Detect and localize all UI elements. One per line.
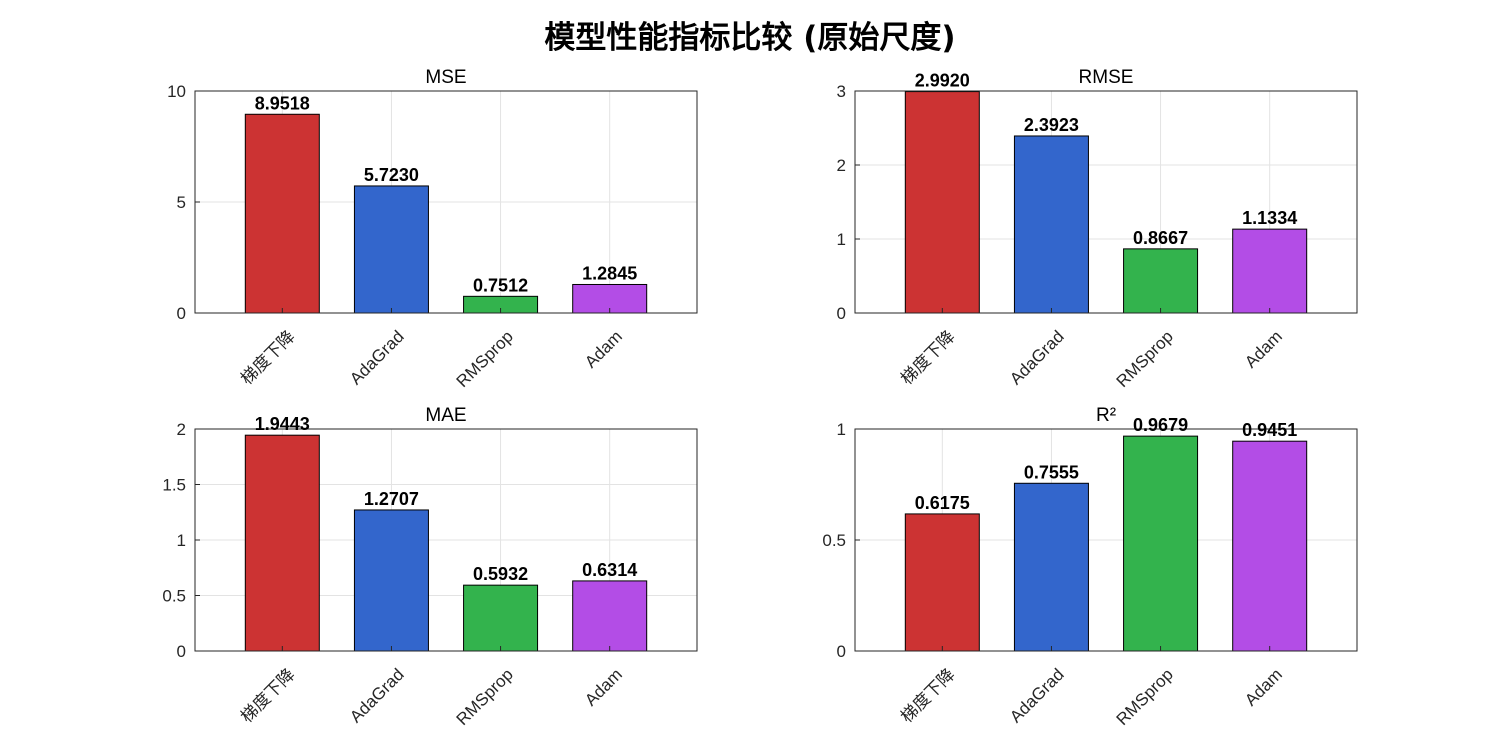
bar-1 (244, 113, 320, 314)
data-label: 0.8667 (1133, 228, 1188, 248)
x-tick-label: RMSprop (1113, 327, 1177, 391)
data-label: 2.9920 (915, 71, 970, 91)
data-label: 1.2707 (364, 489, 419, 509)
x-tick-label: Adam (581, 665, 626, 710)
y-tick-label: 3 (837, 82, 846, 101)
bar-3 (1123, 435, 1199, 652)
y-tick-label: 1 (837, 230, 846, 249)
bar-4 (1232, 228, 1308, 314)
axes-box (854, 90, 1358, 314)
y-tick-label: 10 (167, 82, 186, 101)
y-tick-label: 0 (837, 304, 846, 323)
y-tick-label: 0.5 (822, 531, 846, 550)
data-label: 0.9679 (1133, 415, 1188, 435)
y-tick-label: 1 (837, 420, 846, 439)
x-tick-label: RMSprop (453, 327, 517, 391)
data-label: 0.6314 (582, 560, 637, 580)
data-label: 0.6175 (915, 493, 970, 513)
subplot-title: R² (1096, 405, 1116, 426)
y-tick-label: 0 (177, 642, 186, 661)
bar-4 (1232, 440, 1308, 652)
subplot-3: 0 0.5 1 1.5 2 梯度下降 AdaGrad RMSprop Adam 1.9443 1.2… (162, 405, 698, 729)
bar-1 (904, 513, 980, 652)
x-tick-label: RMSprop (453, 665, 517, 729)
bar-2 (353, 185, 429, 314)
x-tick-label: AdaGrad (1006, 665, 1068, 727)
subplot-title: RMSE (1079, 67, 1134, 88)
subplot-4: 0 0.5 1 梯度下降 AdaGrad RMSprop Adam 0.6175 0.7555 0… (822, 405, 1358, 729)
y-tick-label: 0.5 (162, 587, 186, 606)
data-label: 0.5932 (473, 564, 528, 584)
data-label: 8.9518 (255, 93, 310, 113)
x-tick-label: 梯度下降 (237, 665, 299, 727)
subplot-title: MAE (425, 405, 466, 426)
x-tick-label: Adam (1241, 665, 1286, 710)
data-label: 0.7512 (473, 275, 528, 295)
subplot-2: 0 1 2 3 梯度下降 AdaGrad RMSprop Adam 2.9920 2.3923 0.… (837, 67, 1358, 391)
bar-1 (904, 91, 980, 314)
subplot-1: 0 5 10 梯度下降 AdaGrad RMSprop Adam 8.9518 5.7230 0.… (167, 67, 698, 391)
x-tick-label: AdaGrad (346, 665, 408, 727)
figure-title: 模型性能指标比较 (原始尺度) (544, 20, 956, 56)
y-tick-label: 0 (837, 642, 846, 661)
x-tick-label: 梯度下降 (897, 665, 959, 727)
data-label: 2.3923 (1024, 115, 1079, 135)
x-tick-label: RMSprop (1113, 665, 1177, 729)
data-label: 0.7555 (1024, 462, 1079, 482)
x-tick-label: 梯度下降 (897, 327, 959, 389)
bar-2 (353, 509, 429, 652)
bar-1 (244, 434, 320, 652)
bar-2 (1013, 482, 1089, 652)
x-tick-label: Adam (1241, 327, 1286, 372)
y-tick-label: 2 (177, 420, 186, 439)
x-tick-label: Adam (581, 327, 626, 372)
y-tick-label: 2 (837, 156, 846, 175)
data-label: 1.1334 (1242, 208, 1297, 228)
bar-3 (463, 584, 539, 652)
x-tick-label: 梯度下降 (237, 327, 299, 389)
bar-3 (1123, 248, 1199, 314)
data-label: 1.9443 (255, 414, 310, 434)
y-tick-label: 1.5 (162, 476, 186, 495)
y-tick-label: 5 (177, 193, 186, 212)
bar-2 (1013, 135, 1089, 314)
data-label: 5.7230 (364, 165, 419, 185)
x-tick-label: AdaGrad (346, 327, 408, 389)
subplot-title: MSE (425, 67, 466, 88)
y-tick-label: 1 (177, 531, 186, 550)
data-label: 0.9451 (1242, 420, 1297, 440)
data-label: 1.2845 (582, 263, 637, 283)
bar-4 (572, 580, 648, 652)
x-tick-label: AdaGrad (1006, 327, 1068, 389)
y-tick-label: 0 (177, 304, 186, 323)
